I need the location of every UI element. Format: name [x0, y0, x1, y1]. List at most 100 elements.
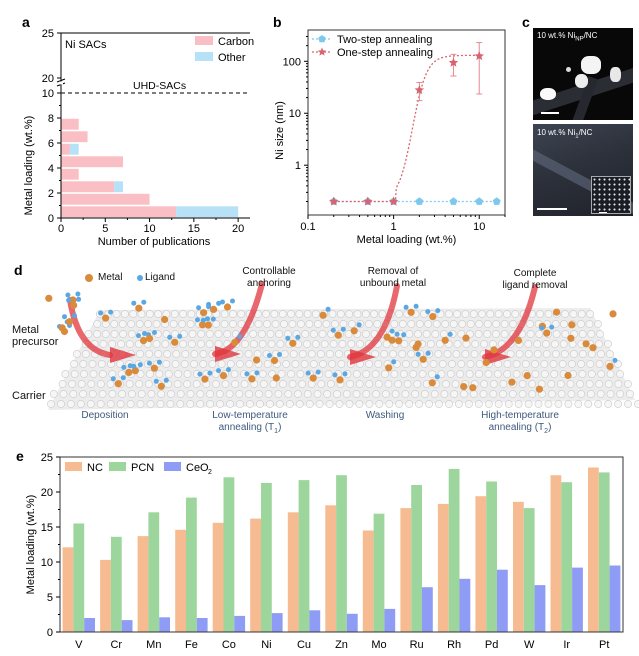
bar-ceo2: [497, 569, 508, 632]
carrier-atom: [374, 380, 383, 388]
carrier-atom: [597, 370, 606, 378]
carrier-atom: [626, 390, 634, 398]
carrier-atom: [257, 330, 266, 338]
carrier-atom: [492, 330, 500, 338]
carrier-atom: [456, 370, 465, 378]
label-line: precursor: [12, 336, 59, 348]
marker-two-step: [475, 197, 484, 205]
marker-one-step: [388, 196, 399, 206]
carrier-atom: [225, 390, 234, 398]
carrier-atom: [614, 380, 623, 388]
bar-pcn: [110, 536, 122, 632]
carrier-atom: [431, 330, 440, 338]
carrier-atom: [119, 330, 127, 338]
carrier-atom: [309, 330, 318, 338]
carrier-atom: [117, 340, 125, 348]
carrier-atom: [474, 400, 483, 408]
note-removal-unbound-metal: Removal of unbound metal: [348, 266, 438, 290]
carrier-atom: [544, 400, 553, 408]
annotation-uhd-sacs: UHD-SACs: [133, 80, 186, 92]
carrier-atom: [413, 380, 422, 388]
carrier-atom: [483, 330, 492, 338]
bar-nc: [175, 529, 186, 632]
carrier-atom: [551, 350, 560, 358]
note-line: Removal of: [367, 266, 419, 277]
marker-one-step: [414, 85, 425, 94]
carrier-atom: [548, 390, 556, 398]
ligand: [549, 324, 555, 330]
carrier-atom: [87, 380, 96, 388]
carrier-atom: [249, 330, 258, 338]
carrier-atom: [76, 400, 85, 408]
carrier-atom: [258, 340, 267, 348]
carrier-atom: [634, 400, 639, 408]
bar-pcn: [411, 485, 422, 632]
ligand: [244, 371, 250, 377]
scale-bar: [541, 112, 559, 114]
carrier-atom: [557, 390, 566, 398]
x-tick-label: W: [524, 639, 535, 651]
carrier-atom: [524, 400, 533, 408]
label-metal-precursor: Metal precursor: [12, 324, 58, 348]
carrier-atom: [440, 390, 449, 398]
carrier-atom: [244, 350, 253, 358]
carrier-atom: [311, 340, 320, 348]
x-tick-label: 0: [58, 223, 64, 235]
carrier-atom: [118, 320, 127, 328]
bar-pcn: [223, 477, 235, 632]
step-sub: 1: [274, 428, 279, 435]
marker-one-step: [474, 51, 484, 61]
x-tick-label: Cr: [110, 639, 122, 651]
carrier-atom: [300, 360, 309, 368]
ligand: [195, 317, 200, 323]
ni-nanoparticle: [575, 74, 588, 88]
bar-ceo2: [309, 610, 321, 632]
carrier-atom: [121, 310, 129, 318]
carrier-atom: [208, 360, 217, 368]
legend-label-nc: NC: [87, 462, 103, 474]
legend-label-sub: 2: [208, 469, 212, 476]
carrier-atom: [236, 400, 244, 408]
carrier-atom: [448, 360, 456, 368]
x-tick-label: Ni: [261, 639, 271, 651]
carrier-atom: [346, 380, 354, 388]
carrier-atom: [352, 370, 361, 378]
carrier-atom: [574, 400, 583, 408]
carrier-atom: [391, 390, 400, 398]
carrier-atom: [147, 390, 156, 398]
carrier-atom: [540, 370, 549, 378]
carrier-atom: [584, 400, 593, 408]
ni-nanoparticle: [581, 56, 601, 74]
carrier-atom: [499, 390, 507, 398]
carrier-atom: [401, 390, 410, 398]
carrier-atom: [361, 310, 370, 318]
y-tick-label: 1: [295, 160, 301, 172]
carrier-atom: [240, 380, 249, 388]
ligand: [330, 327, 336, 333]
note-line: unbound metal: [359, 278, 427, 289]
ligand: [340, 326, 346, 332]
metal-atom: [383, 333, 391, 341]
carrier-atom: [484, 370, 493, 378]
note-line: anchoring: [247, 278, 291, 289]
carrier-atom: [394, 380, 402, 388]
carrier-atom: [336, 310, 345, 318]
carrier-atom: [266, 330, 275, 338]
metal-atom: [58, 324, 66, 332]
carrier-atom: [174, 370, 182, 378]
carrier-atom: [512, 370, 521, 378]
carrier-atom: [296, 320, 305, 328]
carrier-atom: [464, 400, 473, 408]
x-tick-label: Mn: [146, 639, 161, 651]
carrier-atom: [163, 350, 172, 358]
carrier-atom: [614, 400, 622, 408]
carrier-atom: [449, 320, 458, 328]
carrier-atom: [329, 340, 338, 348]
carrier-atom: [579, 350, 587, 358]
carrier-atom: [68, 380, 76, 388]
carrier-atom: [271, 320, 280, 328]
metal-atom: [319, 311, 327, 319]
carrier-atom: [470, 350, 479, 358]
carrier-atom: [211, 380, 220, 388]
x-tick-label: 20: [232, 223, 244, 235]
